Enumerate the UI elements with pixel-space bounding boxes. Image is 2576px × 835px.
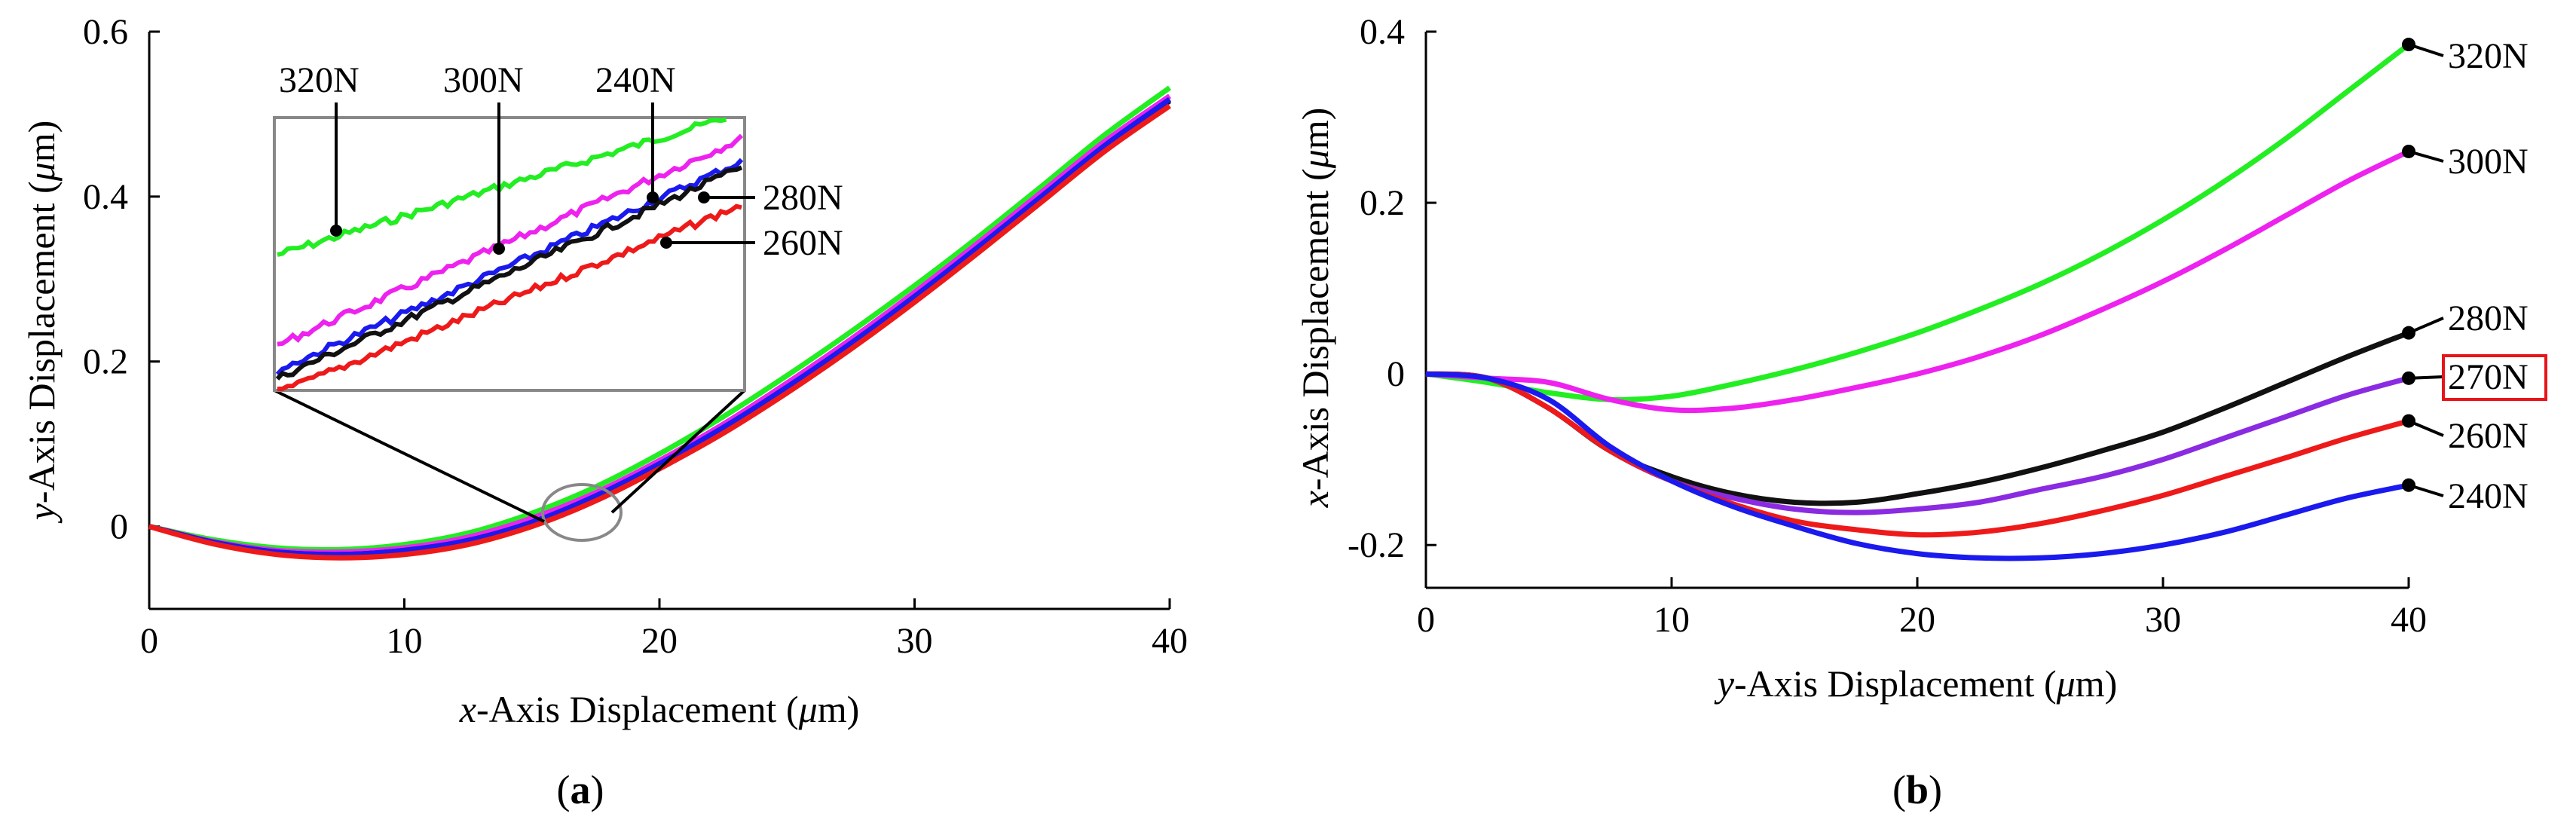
panel-b-label: (b) — [1892, 767, 1942, 812]
panel-b-chart: 0 10 20 30 40 -0.2 0 0.2 0.4 320N 300N 280N 270N 260… — [1294, 12, 2547, 812]
x-tick-label: 20 — [641, 621, 678, 661]
y-tick-label: -0.2 — [1348, 525, 1405, 565]
x-tick-label: 10 — [387, 621, 423, 661]
series-line-260N — [148, 103, 1171, 561]
inset-line-260N — [277, 203, 742, 391]
end-leader-240N — [2408, 483, 2444, 497]
x-tick-label: 0 — [140, 621, 158, 661]
panel-a-series — [148, 85, 1172, 561]
end-label-270N: 270N — [2448, 357, 2529, 397]
end-leader-320N — [2408, 43, 2444, 57]
inset-marker-260N — [660, 237, 672, 249]
panel-a-zoom-connector-right — [610, 389, 746, 514]
end-label-300N: 300N — [2448, 142, 2529, 182]
inset-marker-320N — [330, 225, 342, 237]
panel-b-end-labels: 320N 300N 280N 270N 260N 240N — [2402, 36, 2547, 516]
end-leader-280N — [2408, 317, 2444, 335]
inset-label-240N: 240N — [595, 60, 676, 100]
series-line-260N — [1425, 371, 2409, 538]
x-tick-label: 0 — [1417, 600, 1435, 640]
panel-b-x-axis-title: y-Axis Displacement (μm) — [1714, 662, 2118, 705]
end-label-280N: 280N — [2448, 298, 2529, 338]
end-label-240N: 240N — [2448, 476, 2529, 516]
panel-a-inset: 320N 300N 240N 280N 260N — [273, 60, 843, 392]
x-tick-label: 20 — [1899, 600, 1935, 640]
panel-b-y-axis-title: x-Axis Displacement (μm) — [1294, 108, 1336, 509]
panel-a-zoom-connector-left — [274, 389, 545, 523]
x-tick-label: 40 — [1152, 621, 1188, 661]
inset-marker-280N — [698, 191, 710, 203]
y-tick-label: 0 — [110, 507, 128, 547]
panel-a-zoom-ellipse — [541, 483, 623, 542]
inset-label-320N: 320N — [279, 60, 359, 100]
end-leader-270N — [2408, 375, 2444, 380]
x-tick-label: 30 — [897, 621, 933, 661]
end-leader-300N — [2408, 150, 2444, 163]
end-label-320N: 320N — [2448, 36, 2529, 76]
end-leader-260N — [2408, 419, 2444, 437]
y-tick-label: 0 — [1387, 354, 1405, 394]
y-tick-label: 0.4 — [1360, 12, 1405, 52]
x-tick-label: 10 — [1654, 600, 1690, 640]
series-line-240N — [1425, 371, 2409, 561]
inset-marker-300N — [493, 243, 505, 255]
inset-line-300N — [277, 133, 744, 347]
panel-b-series — [1425, 42, 2411, 561]
inset-label-280N: 280N — [763, 178, 843, 218]
panel-a-x-axis-title: x-Axis Displacement (μm) — [459, 688, 860, 730]
end-label-260N: 260N — [2448, 416, 2529, 456]
inset-label-300N: 300N — [443, 60, 524, 100]
highlight-box-270N — [2442, 354, 2547, 401]
panel-a-chart: 0 10 20 30 40 0 0.2 0.4 0.6 320N 300N 240N 280N — [20, 12, 1188, 812]
y-tick-label: 0.6 — [83, 12, 128, 52]
y-tick-label: 0.4 — [83, 177, 128, 217]
series-line-300N — [1425, 148, 2410, 414]
inset-label-260N: 260N — [763, 223, 843, 263]
panel-a-label: (a) — [557, 767, 604, 812]
x-tick-label: 40 — [2391, 600, 2427, 640]
series-line-320N — [1425, 42, 2411, 402]
panel-b-ticks: 0 10 20 30 40 -0.2 0 0.2 0.4 — [1348, 12, 2427, 640]
x-tick-label: 30 — [2145, 600, 2181, 640]
panel-a-y-axis-title: y-Axis Displacement (μm) — [20, 121, 63, 525]
inset-line-280N — [275, 165, 743, 381]
inset-marker-240N — [647, 191, 659, 203]
y-tick-label: 0.2 — [83, 342, 128, 382]
inset-line-240N — [275, 158, 744, 376]
y-tick-label: 0.2 — [1360, 183, 1405, 223]
